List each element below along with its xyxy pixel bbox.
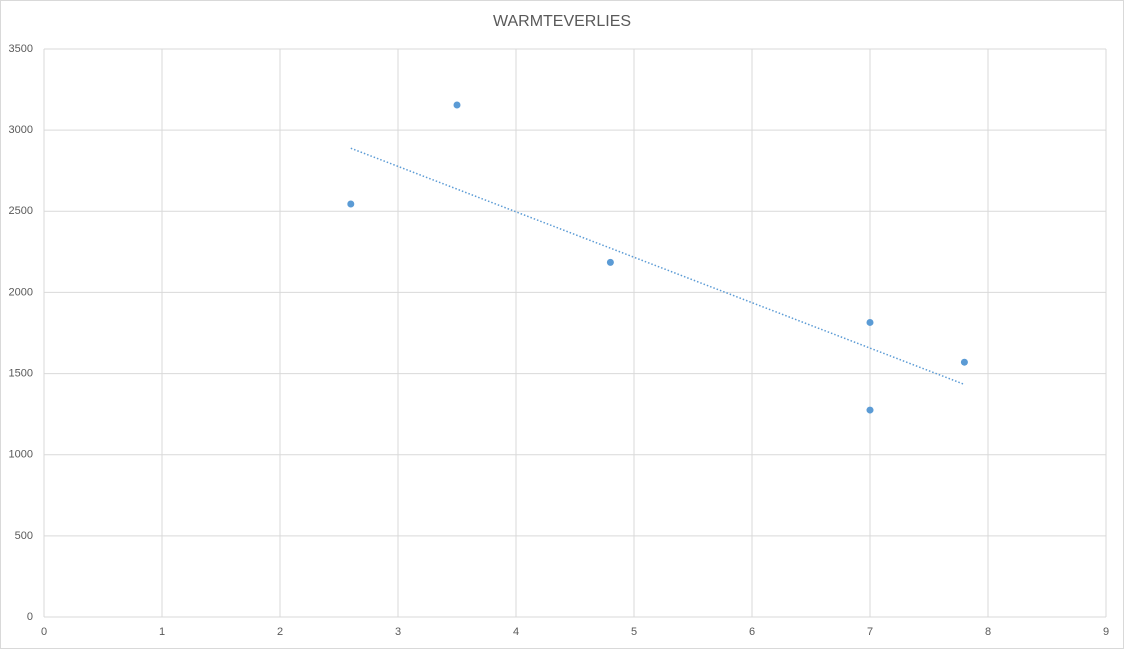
- y-tick-label: 1500: [9, 367, 33, 379]
- x-tick-label: 7: [867, 626, 873, 638]
- x-tick-label: 9: [1103, 626, 1109, 638]
- y-tick-label: 1000: [9, 449, 33, 461]
- x-tick-label: 6: [749, 626, 755, 638]
- y-tick-label: 3000: [9, 124, 33, 136]
- y-tick-label: 2500: [9, 205, 33, 217]
- point: [866, 406, 874, 414]
- point: [866, 318, 874, 326]
- trendline: [350, 147, 965, 386]
- x-tick-label: 1: [159, 626, 165, 638]
- point: [347, 200, 355, 208]
- x-tick-label: 3: [395, 626, 401, 638]
- x-tick-label: 4: [513, 626, 519, 638]
- point: [960, 358, 968, 366]
- y-tick-label: 500: [15, 530, 33, 542]
- point: [453, 101, 461, 109]
- y-tick-label: 2000: [9, 286, 33, 298]
- point: [606, 258, 614, 266]
- chart-title: WARMTEVERLIES: [493, 13, 631, 30]
- x-tick-label: 8: [985, 626, 991, 638]
- x-tick-label: 5: [631, 626, 637, 638]
- y-tick-label: 0: [27, 611, 33, 623]
- x-tick-label: 0: [41, 626, 47, 638]
- y-tick-label: 3500: [9, 43, 33, 55]
- x-tick-label: 2: [277, 626, 283, 638]
